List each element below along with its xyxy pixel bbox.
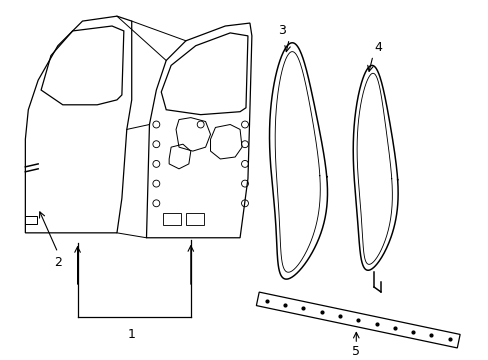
Text: 3: 3 (278, 24, 286, 37)
Text: 2: 2 (54, 256, 61, 269)
Text: 4: 4 (373, 41, 381, 54)
Text: 1: 1 (127, 328, 135, 341)
Text: 5: 5 (351, 345, 360, 357)
Bar (163, 213, 181, 225)
Bar (25, 216, 37, 224)
Bar (185, 213, 203, 225)
